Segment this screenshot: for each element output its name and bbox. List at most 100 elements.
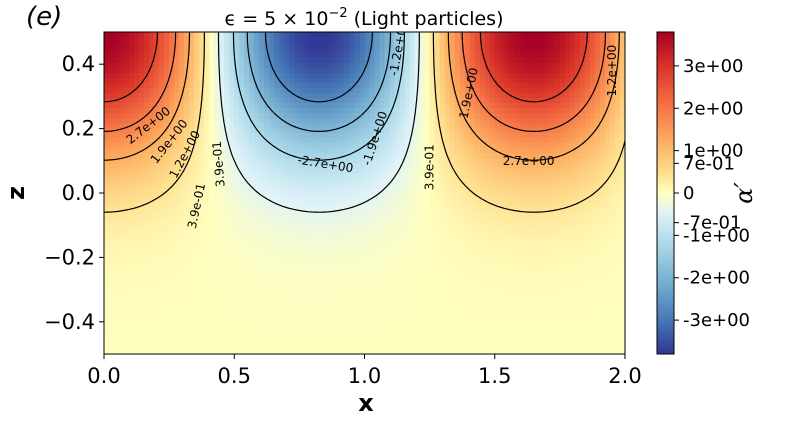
- heatmap-cell: [224, 77, 230, 83]
- heatmap-cell: [314, 32, 321, 38]
- heatmap-cell: [144, 223, 150, 229]
- heatmap-cell: [164, 77, 170, 83]
- heatmap-cell: [349, 343, 356, 350]
- heatmap-cell: [359, 218, 366, 224]
- heatmap-cell: [189, 248, 195, 254]
- heatmap-cell: [104, 318, 110, 325]
- heatmap-cell: [224, 213, 230, 219]
- heatmap-cell: [369, 293, 376, 300]
- heatmap-cell: [229, 248, 235, 254]
- heatmap-cell: [489, 117, 496, 124]
- heatmap-cell: [209, 273, 215, 280]
- heatmap-cell: [484, 32, 491, 38]
- heatmap-cell: [194, 122, 200, 129]
- heatmap-cell: [334, 137, 341, 144]
- heatmap-cell: [189, 142, 195, 149]
- heatmap-cell: [269, 37, 275, 43]
- heatmap-cell: [179, 348, 185, 354]
- heatmap-cell: [154, 253, 160, 260]
- heatmap-cell: [199, 107, 205, 114]
- heatmap-cell: [374, 338, 381, 345]
- heatmap-cell: [474, 218, 481, 224]
- heatmap-cell: [464, 77, 471, 83]
- heatmap-cell: [184, 37, 190, 43]
- heatmap-cell: [354, 273, 361, 280]
- heatmap-cell: [189, 137, 195, 144]
- heatmap-cell: [274, 263, 280, 270]
- heatmap-cell: [204, 37, 210, 43]
- heatmap-cell: [284, 92, 290, 99]
- heatmap-cell: [274, 162, 280, 169]
- heatmap-cell: [484, 62, 491, 68]
- heatmap-cell: [134, 348, 140, 354]
- heatmap-cell: [194, 157, 200, 164]
- heatmap-cell: [239, 147, 245, 154]
- heatmap-cell: [229, 238, 235, 244]
- heatmap-cell: [159, 142, 165, 149]
- heatmap-cell: [374, 293, 381, 300]
- heatmap-cell: [249, 107, 255, 114]
- heatmap-cell: [249, 162, 255, 169]
- heatmap-cell: [309, 117, 315, 124]
- heatmap-cell: [149, 142, 155, 149]
- heatmap-cell: [109, 117, 115, 124]
- heatmap-cell: [474, 288, 481, 295]
- heatmap-cell: [384, 142, 391, 149]
- heatmap-cell: [374, 152, 381, 159]
- heatmap-cell: [369, 348, 376, 354]
- heatmap-cell: [384, 258, 391, 265]
- heatmap-cell: [449, 203, 456, 209]
- heatmap-cell: [329, 142, 336, 149]
- heatmap-cell: [469, 223, 476, 229]
- heatmap-cell: [384, 293, 391, 300]
- heatmap-cell: [274, 177, 280, 184]
- heatmap-cell: [104, 142, 110, 149]
- heatmap-cell: [209, 187, 215, 194]
- heatmap-cell: [364, 193, 371, 199]
- heatmap-cell: [479, 298, 486, 305]
- heatmap-cell: [419, 223, 426, 229]
- heatmap-cell: [164, 338, 170, 345]
- heatmap-cell: [294, 303, 300, 310]
- heatmap-cell: [104, 208, 110, 214]
- heatmap-cell: [284, 107, 290, 114]
- heatmap-cell: [414, 172, 421, 179]
- heatmap-cell: [189, 228, 195, 234]
- heatmap-cell: [269, 198, 275, 204]
- heatmap-cell: [109, 147, 115, 154]
- heatmap-cell: [224, 303, 230, 310]
- heatmap-cell: [394, 42, 401, 48]
- heatmap-cell: [139, 42, 145, 48]
- heatmap-cell: [354, 107, 361, 114]
- heatmap-cell: [199, 177, 205, 184]
- heatmap-cell: [409, 313, 416, 320]
- heatmap-cell: [449, 102, 456, 109]
- heatmap-cell: [249, 97, 255, 104]
- heatmap-cell: [429, 67, 436, 73]
- heatmap-cell: [379, 253, 386, 260]
- heatmap-cell: [414, 268, 421, 275]
- heatmap-cell: [154, 102, 160, 109]
- heatmap-cell: [449, 218, 456, 224]
- heatmap-cell: [344, 218, 351, 224]
- heatmap-cell: [119, 318, 125, 325]
- heatmap-cell: [179, 193, 185, 199]
- heatmap-cell: [114, 157, 120, 164]
- heatmap-cell: [349, 142, 356, 149]
- heatmap-cell: [199, 72, 205, 78]
- heatmap-cell: [299, 328, 305, 335]
- heatmap-cell: [339, 258, 346, 265]
- heatmap-cell: [354, 348, 361, 354]
- heatmap-cell: [364, 132, 371, 139]
- heatmap-cell: [329, 182, 336, 189]
- heatmap-cell: [244, 77, 250, 83]
- heatmap-cell: [324, 137, 331, 144]
- heatmap-cell: [209, 233, 215, 239]
- heatmap-cell: [454, 107, 461, 114]
- heatmap-cell: [199, 323, 205, 330]
- heatmap-cell: [174, 218, 180, 224]
- heatmap-cell: [354, 223, 361, 229]
- heatmap-cell: [134, 338, 140, 345]
- heatmap-cell: [409, 147, 416, 154]
- heatmap-cell: [114, 187, 120, 194]
